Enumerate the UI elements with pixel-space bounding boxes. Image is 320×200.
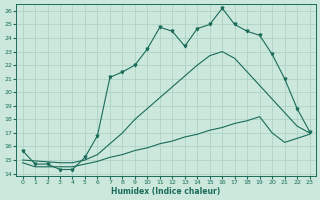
X-axis label: Humidex (Indice chaleur): Humidex (Indice chaleur) [111,187,221,196]
